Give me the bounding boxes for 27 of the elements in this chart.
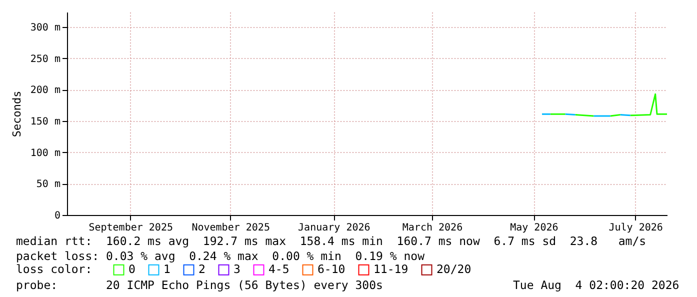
legend-label: 6-10 (318, 262, 346, 276)
x-tick-label: September 2025 (88, 222, 173, 234)
y-tick-label: 0 (54, 210, 60, 222)
x-tick-label: March 2026 (402, 222, 463, 234)
legend-title: loss color: (16, 262, 92, 276)
y-tick-label: 250 m (30, 54, 60, 65)
y-tick-label: 200 m (30, 85, 60, 96)
text: Tue Aug 4 02:00:20 2026 (513, 278, 680, 292)
legend-label: 2 (198, 262, 206, 276)
x-tick-label: July 2026 (608, 222, 663, 234)
legend-label: 3 (234, 262, 240, 276)
x-tick-label: November 2025 (192, 222, 270, 234)
x-tick-label: January 2026 (298, 222, 370, 234)
text: median rtt: 160.2 ms avg 192.7 ms max 158.4 ms min 160.7 ms now 6.7 ms sd 23.8 am/s (16, 234, 646, 248)
y-tick-label: 300 m (30, 22, 60, 34)
legend-label: 20/20 (436, 262, 472, 276)
legend-label: 4-5 (268, 262, 290, 276)
y-tick-label: 100 m (30, 148, 60, 159)
text: probe: 20 ICMP Echo Pings (56 Bytes) every 300s (16, 278, 383, 292)
y-axis-title: Seconds (10, 90, 24, 138)
x-tick-label: May 2026 (510, 222, 558, 234)
text: packet loss: 0.03 % avg 0.24 % max 0.00 % min 0.19 % now (16, 249, 424, 263)
legend-label: 1 (164, 262, 170, 276)
legend-label: 0 (128, 262, 136, 276)
legend-label: 11-19 (374, 262, 408, 276)
y-tick-label: 50 m (36, 179, 60, 190)
y-tick-label: 150 m (30, 116, 60, 128)
